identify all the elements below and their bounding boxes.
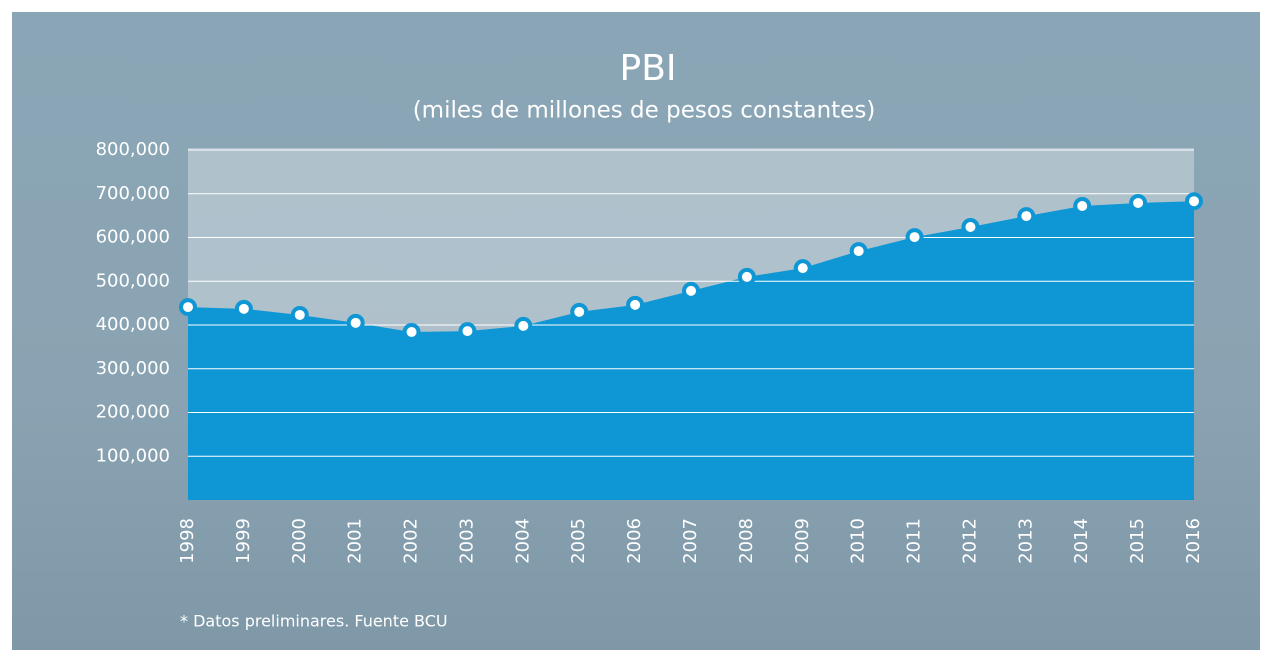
data-point (1129, 193, 1148, 212)
data-point (290, 305, 309, 324)
x-tick-label: 2010 (848, 518, 869, 564)
x-tick-label: 2002 (401, 518, 422, 564)
x-tick-label: 2016 (1183, 518, 1204, 564)
x-tick-label: 2015 (1127, 518, 1148, 564)
y-tick-label: 700,000 (96, 183, 170, 204)
data-point (849, 242, 868, 261)
data-point (514, 316, 533, 335)
data-point (905, 228, 924, 247)
x-tick-label: 2001 (345, 518, 366, 564)
data-point (1017, 207, 1036, 226)
data-point (961, 218, 980, 236)
area (188, 201, 1194, 500)
x-tick-label: 2007 (680, 518, 701, 564)
data-point (179, 298, 197, 317)
y-tick-label: 600,000 (96, 227, 170, 248)
data-point (682, 281, 700, 300)
data-point (234, 299, 253, 318)
data-point (793, 259, 812, 278)
data-point (402, 323, 421, 341)
footnote: * Datos preliminares. Fuente BCU (180, 612, 448, 631)
y-tick-label: 300,000 (96, 358, 170, 379)
y-tick-label: 800,000 (96, 139, 170, 160)
y-tick-label: 500,000 (96, 270, 170, 291)
data-point (458, 322, 477, 341)
x-tick-label: 2008 (736, 518, 757, 564)
x-tick-label: 2003 (456, 518, 477, 564)
x-tick-label: 1998 (177, 518, 198, 564)
y-tick-label: 400,000 (96, 314, 170, 335)
x-tick-label: 2014 (1071, 518, 1092, 564)
data-point (1073, 197, 1092, 215)
x-tick-label: 2011 (904, 518, 925, 564)
data-point (346, 313, 365, 332)
data-point (570, 302, 589, 321)
x-tick-label: 2005 (568, 518, 589, 564)
x-tick-label: 2009 (792, 518, 813, 564)
x-tick-label: 2012 (959, 518, 980, 564)
x-tick-label: 2004 (512, 518, 533, 564)
chart-subtitle: (miles de millones de pesos constantes) (413, 98, 876, 124)
data-point (737, 267, 756, 286)
data-point (626, 295, 645, 314)
y-tick-label: 200,000 (96, 402, 170, 423)
x-tick-label: 2006 (624, 518, 645, 564)
x-tick-label: 2000 (289, 518, 310, 564)
x-tick-label: 2013 (1015, 518, 1036, 564)
x-tick-label: 1999 (233, 518, 254, 564)
y-tick-label: 100,000 (96, 445, 170, 466)
data-point (1185, 192, 1203, 211)
plot-area: 100,000 200,000 300,000 400,000 500,000 600,0… (96, 139, 1204, 564)
chart-title: PBI (619, 48, 676, 89)
